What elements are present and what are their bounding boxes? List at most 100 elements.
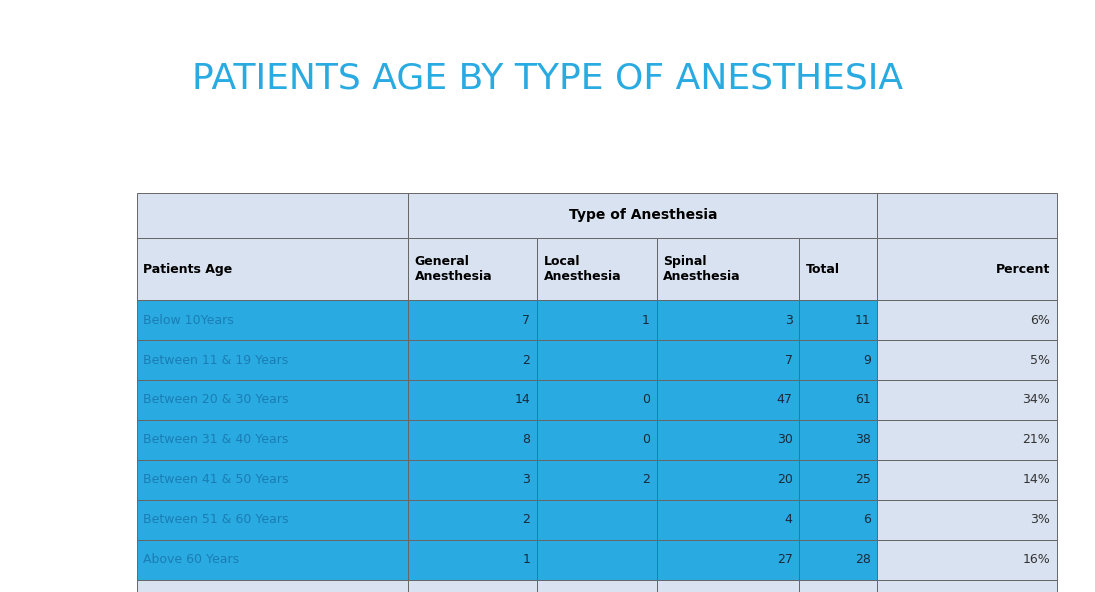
Bar xyxy=(657,420,799,460)
Text: 34%: 34% xyxy=(1023,394,1050,407)
Bar xyxy=(537,580,657,592)
Bar xyxy=(799,380,877,420)
Bar xyxy=(137,580,408,592)
Bar xyxy=(408,340,537,380)
Text: Spinal
Anesthesia: Spinal Anesthesia xyxy=(664,255,740,283)
Text: Between 41 & 50 Years: Between 41 & 50 Years xyxy=(143,473,289,486)
Text: 38: 38 xyxy=(855,433,871,446)
Bar xyxy=(408,380,537,420)
Bar xyxy=(877,300,1057,340)
Bar xyxy=(799,300,877,340)
Bar xyxy=(137,420,408,460)
Bar xyxy=(877,580,1057,592)
Text: 0: 0 xyxy=(642,433,650,446)
Bar xyxy=(537,340,657,380)
Bar xyxy=(537,238,657,300)
Bar xyxy=(657,500,799,540)
Bar xyxy=(408,300,537,340)
Bar xyxy=(537,500,657,540)
Bar xyxy=(657,340,799,380)
Bar xyxy=(877,340,1057,380)
Bar xyxy=(799,238,877,300)
Text: 2: 2 xyxy=(522,513,530,526)
Bar xyxy=(137,340,408,380)
Bar xyxy=(137,540,408,580)
Bar xyxy=(799,340,877,380)
Bar xyxy=(799,500,877,540)
Text: 6: 6 xyxy=(863,513,871,526)
Text: 21%: 21% xyxy=(1023,433,1050,446)
Text: Patients Age: Patients Age xyxy=(143,262,233,275)
Text: 3: 3 xyxy=(522,473,530,486)
Bar xyxy=(877,500,1057,540)
Text: 25: 25 xyxy=(855,473,871,486)
Bar xyxy=(657,380,799,420)
Text: 4: 4 xyxy=(785,513,793,526)
Text: 11: 11 xyxy=(855,314,871,327)
Bar xyxy=(408,193,877,238)
Text: Between 20 & 30 Years: Between 20 & 30 Years xyxy=(143,394,289,407)
Text: Total: Total xyxy=(806,262,840,275)
Text: 2: 2 xyxy=(642,473,650,486)
Text: Percent: Percent xyxy=(995,262,1050,275)
Text: 7: 7 xyxy=(784,353,793,366)
Text: 20: 20 xyxy=(776,473,793,486)
Text: 8: 8 xyxy=(522,433,530,446)
Bar xyxy=(877,193,1057,238)
Bar xyxy=(137,500,408,540)
Text: Type of Anesthesia: Type of Anesthesia xyxy=(568,208,717,223)
Bar xyxy=(137,300,408,340)
Bar xyxy=(657,460,799,500)
Text: Local
Anesthesia: Local Anesthesia xyxy=(543,255,621,283)
Text: 28: 28 xyxy=(855,553,871,566)
Text: 16%: 16% xyxy=(1023,553,1050,566)
Bar xyxy=(537,300,657,340)
Text: 14: 14 xyxy=(515,394,530,407)
Text: 7: 7 xyxy=(522,314,530,327)
Bar xyxy=(408,420,537,460)
Text: 9: 9 xyxy=(863,353,871,366)
Bar xyxy=(657,580,799,592)
Bar xyxy=(799,460,877,500)
Text: 1: 1 xyxy=(642,314,650,327)
Text: 2: 2 xyxy=(522,353,530,366)
Text: Between 31 & 40 Years: Between 31 & 40 Years xyxy=(143,433,289,446)
Bar xyxy=(408,580,537,592)
Bar xyxy=(877,380,1057,420)
Bar xyxy=(657,300,799,340)
Text: Between 51 & 60 Years: Between 51 & 60 Years xyxy=(143,513,289,526)
Bar xyxy=(408,540,537,580)
Bar xyxy=(137,193,408,238)
Bar xyxy=(408,460,537,500)
Bar xyxy=(408,500,537,540)
Bar xyxy=(877,540,1057,580)
Bar xyxy=(537,380,657,420)
Text: General
Anesthesia: General Anesthesia xyxy=(415,255,493,283)
Bar xyxy=(137,460,408,500)
Text: 6%: 6% xyxy=(1030,314,1050,327)
Bar xyxy=(877,460,1057,500)
Text: Below 10Years: Below 10Years xyxy=(143,314,234,327)
Text: 27: 27 xyxy=(776,553,793,566)
Text: 30: 30 xyxy=(776,433,793,446)
Text: Between 11 & 19 Years: Between 11 & 19 Years xyxy=(143,353,289,366)
Bar xyxy=(657,540,799,580)
Bar xyxy=(137,238,408,300)
Text: Above 60 Years: Above 60 Years xyxy=(143,553,240,566)
Bar xyxy=(877,238,1057,300)
Text: 3: 3 xyxy=(785,314,793,327)
Bar xyxy=(657,238,799,300)
Text: PATIENTS AGE BY TYPE OF ANESTHESIA: PATIENTS AGE BY TYPE OF ANESTHESIA xyxy=(192,61,903,95)
Bar xyxy=(408,238,537,300)
Bar xyxy=(799,420,877,460)
Text: 3%: 3% xyxy=(1030,513,1050,526)
Bar xyxy=(799,580,877,592)
Bar xyxy=(799,540,877,580)
Bar xyxy=(137,380,408,420)
Bar xyxy=(537,540,657,580)
Bar xyxy=(537,460,657,500)
Text: 1: 1 xyxy=(522,553,530,566)
Text: 5%: 5% xyxy=(1030,353,1050,366)
Text: 0: 0 xyxy=(642,394,650,407)
Bar xyxy=(537,420,657,460)
